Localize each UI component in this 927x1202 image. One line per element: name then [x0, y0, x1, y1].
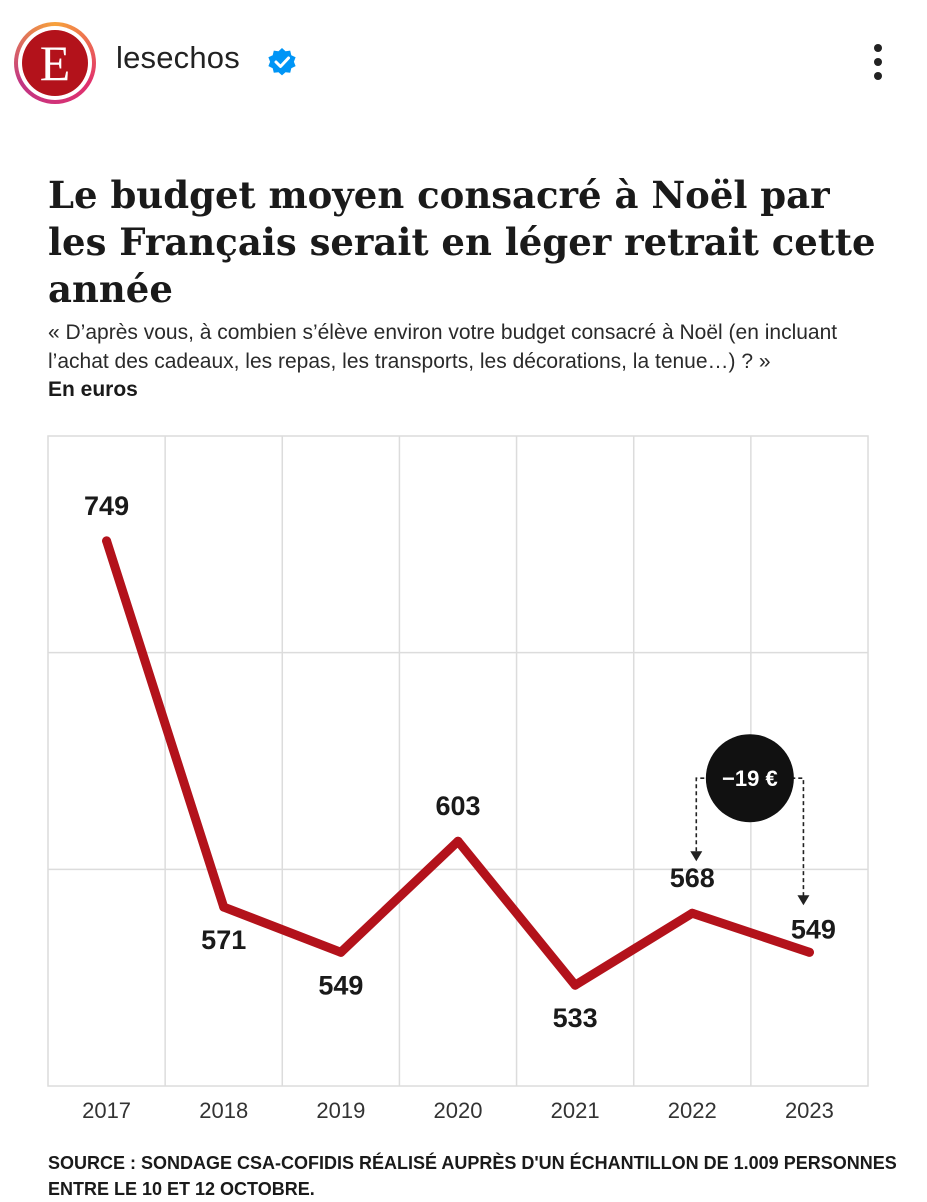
data-label: 749	[84, 491, 129, 521]
chart-subtitle: « D’après vous, à combien s’élève enviro…	[48, 321, 838, 373]
avatar[interactable]: E	[14, 22, 96, 104]
data-point	[219, 902, 229, 912]
x-tick-label: 2023	[785, 1098, 834, 1123]
data-label: 571	[201, 925, 246, 955]
data-point	[336, 947, 346, 957]
x-tick-label: 2022	[668, 1098, 717, 1123]
post-header: E lesechos	[0, 0, 927, 120]
plot-frame	[47, 435, 869, 1087]
data-label: 549	[791, 914, 836, 944]
data-point	[102, 536, 112, 546]
data-label: 568	[670, 863, 715, 893]
les-echos-logo-icon: E	[22, 30, 88, 96]
series-line	[102, 536, 814, 990]
x-tick-label: 2019	[316, 1098, 365, 1123]
data-label: 533	[553, 1003, 598, 1033]
data-label: 603	[435, 791, 480, 821]
account-name[interactable]: lesechos	[116, 40, 240, 75]
y-axis-unit: En euros	[48, 378, 138, 401]
data-point	[453, 836, 463, 846]
verified-badge-icon	[268, 48, 296, 76]
chart-title: Le budget moyen consacré à Noël par les …	[48, 173, 876, 311]
x-tick-label: 2020	[434, 1098, 483, 1123]
data-point	[804, 947, 814, 957]
annotation-badge	[705, 734, 794, 823]
source-note: SOURCE : SONDAGE CSA-COFIDIS RÉALISÉ AUP…	[48, 1153, 897, 1199]
more-vertical-icon[interactable]	[860, 42, 896, 82]
annotation-label: −19 €	[722, 766, 778, 791]
annotation-arrow	[797, 895, 810, 906]
data-label: 549	[318, 970, 363, 1000]
x-tick-label: 2017	[82, 1098, 131, 1123]
data-point	[687, 908, 697, 918]
line-chart: 2017 2018 2019 2020 2021 2022 2023 749 571 549 603…	[47, 435, 869, 1123]
x-tick-label: 2021	[551, 1098, 600, 1123]
annotation-arrow	[690, 851, 703, 862]
x-tick-label: 2018	[199, 1098, 248, 1123]
data-point	[570, 980, 580, 990]
